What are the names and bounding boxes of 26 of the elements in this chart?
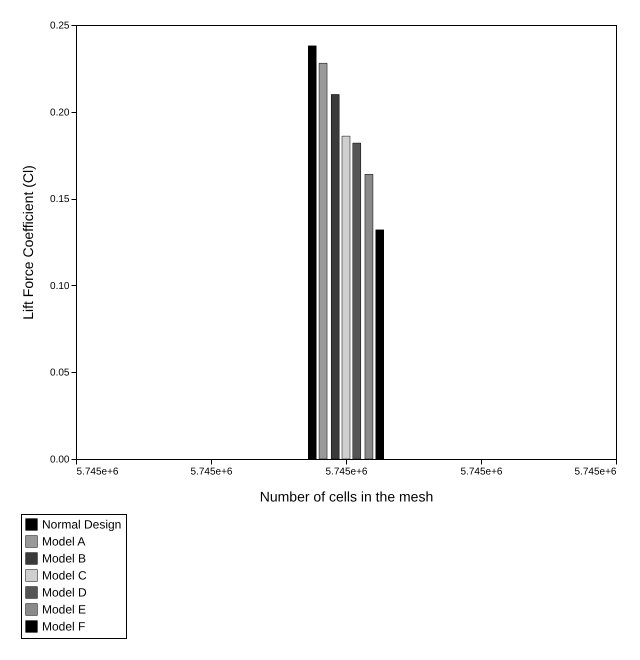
y-tick-label: 0.25 — [50, 20, 70, 32]
y-tick-label: 0.15 — [50, 194, 70, 206]
y-tick-label: 0.05 — [50, 368, 70, 379]
legend-label: Normal Design — [42, 518, 122, 532]
legend-label: Model F — [42, 620, 86, 634]
x-tick-label: 5.745e+6 — [326, 466, 368, 478]
bar — [364, 174, 374, 460]
x-tick-label: 5.745e+6 — [460, 466, 503, 478]
legend-label: Model A — [42, 534, 86, 548]
x-axis-title: Number of cells in the mesh — [260, 488, 434, 504]
x-tick-label: 5.745e+6 — [76, 466, 119, 478]
x-tick-label: 5.745e+6 — [574, 466, 617, 478]
legend-label: Model D — [42, 586, 88, 600]
y-tick-label: 0.20 — [50, 107, 70, 118]
y-tick-label: 0.10 — [50, 280, 70, 292]
legend-label: Model B — [42, 552, 86, 566]
y-axis-title: Lift Force Coefficient (Cl) — [20, 165, 36, 320]
legend-label: Model C — [42, 568, 88, 582]
bar — [376, 230, 384, 460]
legend-label: Model E — [42, 602, 86, 616]
bar — [352, 142, 362, 460]
bar — [330, 94, 340, 460]
y-tick-label: 0.00 — [50, 454, 70, 466]
bar — [308, 46, 316, 460]
bar — [318, 62, 328, 460]
x-tick-label: 5.745e+6 — [190, 466, 233, 478]
